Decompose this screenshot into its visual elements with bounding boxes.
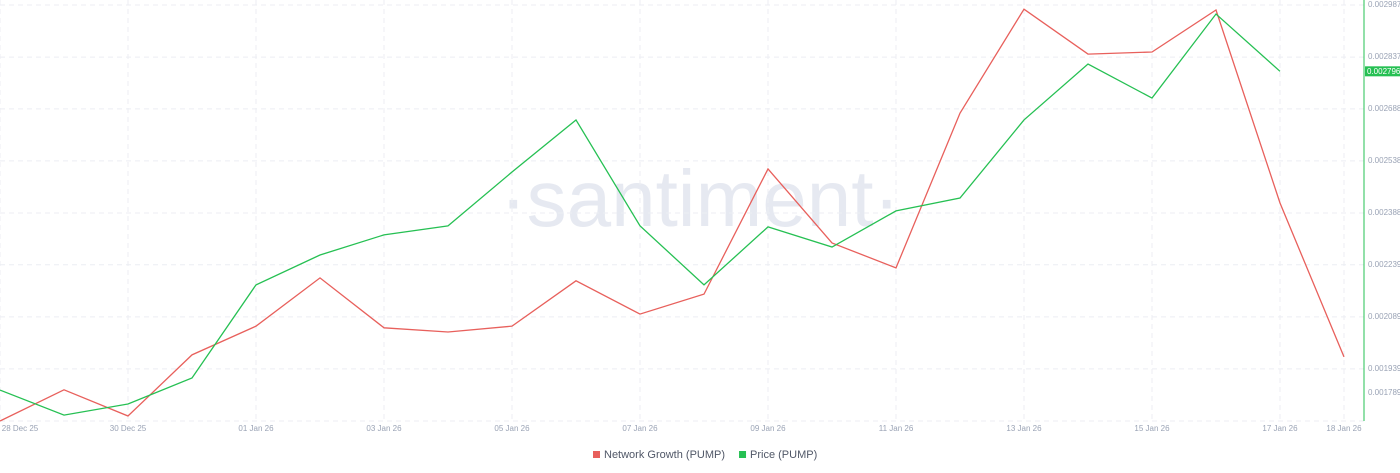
- legend-label: Price (PUMP): [750, 449, 817, 461]
- y2-tick-label: 0.002538: [1368, 156, 1400, 165]
- y2-tick-label: 0.002388: [1368, 208, 1400, 217]
- watermark: ·santiment·: [500, 154, 900, 243]
- x-tick-label: 15 Jan 26: [1134, 424, 1170, 433]
- x-tick-label: 17 Jan 26: [1262, 424, 1298, 433]
- price-badge: [1365, 66, 1400, 77]
- y2-tick-label: 0.002239: [1368, 260, 1400, 269]
- x-tick-label: 07 Jan 26: [622, 424, 658, 433]
- x-tick-label: 28 Dec 25: [2, 424, 39, 433]
- x-tick-label: 11 Jan 26: [879, 424, 914, 433]
- y2-tick-label: 0.001939: [1368, 364, 1400, 373]
- y2-tick-label: 0.002837: [1368, 52, 1400, 61]
- x-tick-label: 03 Jan 26: [366, 424, 402, 433]
- legend-swatch: [739, 451, 747, 458]
- legend-label: Network Growth (PUMP): [604, 449, 725, 461]
- line-series: [0, 13, 1281, 416]
- price-badge-label: 0.002796: [1367, 67, 1400, 76]
- x-tick-label: 30 Dec 25: [110, 424, 147, 433]
- y2-tick-label: 0.001789: [1368, 388, 1400, 397]
- line-series: [0, 8, 1345, 422]
- y2-tick-label: 0.002987: [1368, 0, 1400, 9]
- legend-swatch: [593, 451, 600, 458]
- y2-tick-label: 0.002089: [1368, 312, 1400, 321]
- x-tick-label: 05 Jan 26: [494, 424, 530, 433]
- x-tick-label: 01 Jan 26: [238, 424, 274, 433]
- x-tick-label: 09 Jan 26: [750, 424, 786, 433]
- x-tick-label: 13 Jan 26: [1006, 424, 1042, 433]
- x-tick-label: 18 Jan 26: [1326, 424, 1362, 433]
- y2-tick-label: 0.002688: [1368, 104, 1400, 113]
